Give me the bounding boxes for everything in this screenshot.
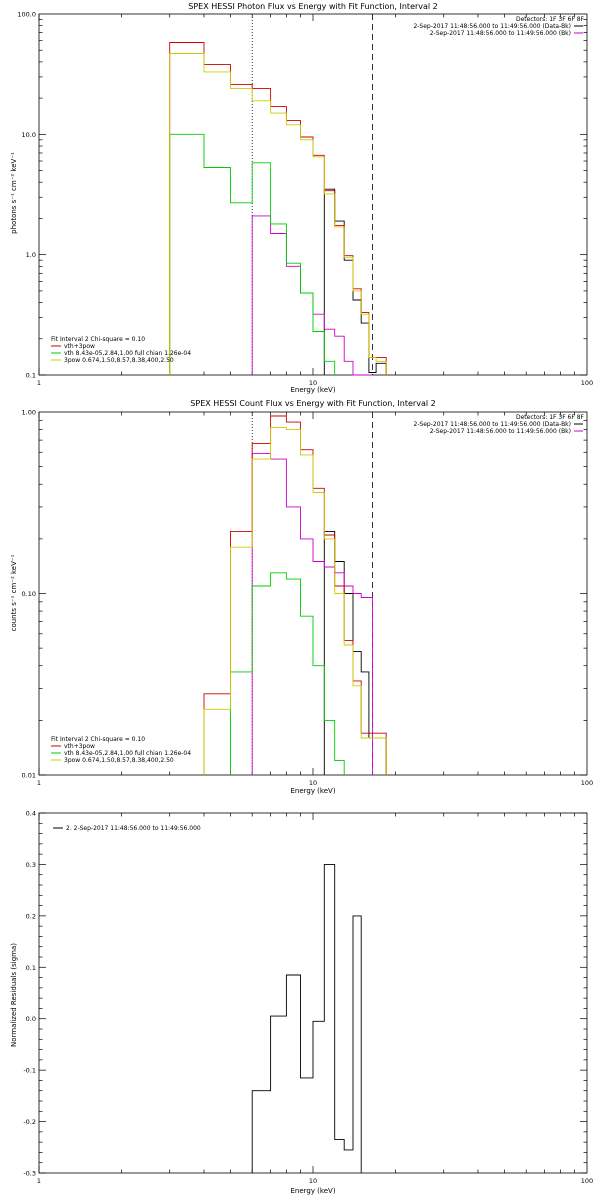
count-flux-x-label: Energy (keV) [290,787,335,795]
count-flux-panel: SPEX HESSI Count Flux vs Energy with Fit… [10,399,593,795]
photon-flux-panel: SPEX HESSI Photon Flux vs Energy with Fi… [10,2,593,394]
photon-flux-y-tick-label: 100.0 [17,11,36,19]
photon-flux-series-bk [251,215,373,376]
photon-flux-legend-label: 3pow 0.674,1.50,8.57,8.38,400,2.50 [64,357,174,364]
residuals-y-tick-label: -0.3 [23,1170,36,1178]
residuals-legend-label: 2. 2-Sep-2017 11:48:56.000 to 11:49:56.0… [66,825,201,832]
residuals-y-tick-label: 0.3 [26,861,36,869]
photon-flux-y-tick-label: 10.0 [22,131,36,139]
photon-flux-series-vth [169,133,336,375]
photon-flux-legend-header: Fit Interval 2 Chi-square = 0.10 [51,336,145,343]
count-flux-series-vth-3pow [203,415,387,775]
photon-flux-legend-label: vth 8.43e-05,2.84,1.00 full chian 1.26e-… [64,350,191,357]
count-flux-y-tick-label: 0.10 [22,590,36,598]
residuals-frame [38,812,588,1174]
photon-flux-x-label: Energy (keV) [290,386,335,394]
residuals-y-label: Normalized Residuals (sigma) [10,943,18,1047]
residuals-y-tick-label: 0.4 [26,810,36,818]
residuals-y-tick-label: -0.1 [23,1067,36,1075]
count-flux-x-tick-label: 100 [581,779,593,787]
count-flux-title: SPEX HESSI Count Flux vs Energy with Fit… [190,399,435,408]
count-flux-info-text: Detectors: 1F 3F 6F 8F [516,414,585,421]
photon-flux-info-text: 2-Sep-2017 11:48:56.000 to 11:49:56.000 … [413,23,571,30]
photon-flux-x-tick-label: 10 [309,379,317,387]
photon-flux-info-text: Detectors: 1F 3F 6F 8F [516,16,585,23]
count-flux-x-tick-label: 10 [309,779,317,787]
residuals-y-tick-label: 0.2 [26,912,36,920]
photon-flux-y-tick-label: 1.0 [26,251,36,259]
count-flux-x-tick-label: 1 [37,779,41,787]
residuals-series-2-2-sep-2017-11-48-56-000-to-11-49-56-000 [251,863,362,1173]
photon-flux-info-text: 2-Sep-2017 11:48:56.000 to 11:49:56.000 … [430,30,571,37]
count-flux-legend-label: vth+3pow [64,743,95,750]
count-flux-series-data-bk [323,530,387,775]
residuals-x-tick-label: 10 [309,1177,317,1185]
photon-flux-x-tick-label: 1 [37,379,41,387]
count-flux-info-text: 2-Sep-2017 11:48:56.000 to 11:49:56.000 … [430,428,571,435]
residuals-x-label: Energy (keV) [290,1187,335,1195]
count-flux-series-bk [251,453,374,775]
count-flux-y-label: counts s⁻¹ cm⁻² keV⁻¹ [10,554,18,631]
residuals-y-tick-label: 0.0 [26,1015,36,1023]
residuals-y-tick-label: 0.1 [26,964,36,972]
residuals-x-tick-label: 1 [37,1177,41,1185]
photon-flux-x-tick-label: 100 [581,379,593,387]
count-flux-y-tick-label: 0.01 [22,772,36,780]
count-flux-series-3pow [203,427,387,775]
count-flux-legend-header: Fit Interval 2 Chi-square = 0.10 [51,736,145,743]
photon-flux-legend-label: vth+3pow [64,343,95,350]
count-flux-info-text: 2-Sep-2017 11:48:56.000 to 11:49:56.000 … [413,421,571,428]
residuals-x-tick-label: 100 [581,1177,593,1185]
residuals-panel: Energy (keV) Normalized Residuals (sigma… [10,810,593,1196]
count-flux-y-tick-label: 1.00 [22,409,36,417]
count-flux-legend-label: 3pow 0.674,1.50,8.57,8.38,400,2.50 [64,757,174,764]
photon-flux-series-vth-3pow [169,42,387,375]
photon-flux-y-label: photons s⁻¹ cm⁻² keV⁻¹ [10,152,18,234]
residuals-y-tick-label: -0.2 [23,1118,36,1126]
photon-flux-series-data-bk [323,188,387,375]
count-flux-series-vth [230,572,345,775]
photon-flux-series-3pow [169,53,387,375]
photon-flux-title: SPEX HESSI Photon Flux vs Energy with Fi… [188,2,438,11]
photon-flux-y-tick-label: 0.1 [26,372,36,380]
count-flux-legend-label: vth 8.43e-05,2.84,1.00 full chian 1.26e-… [64,750,191,757]
